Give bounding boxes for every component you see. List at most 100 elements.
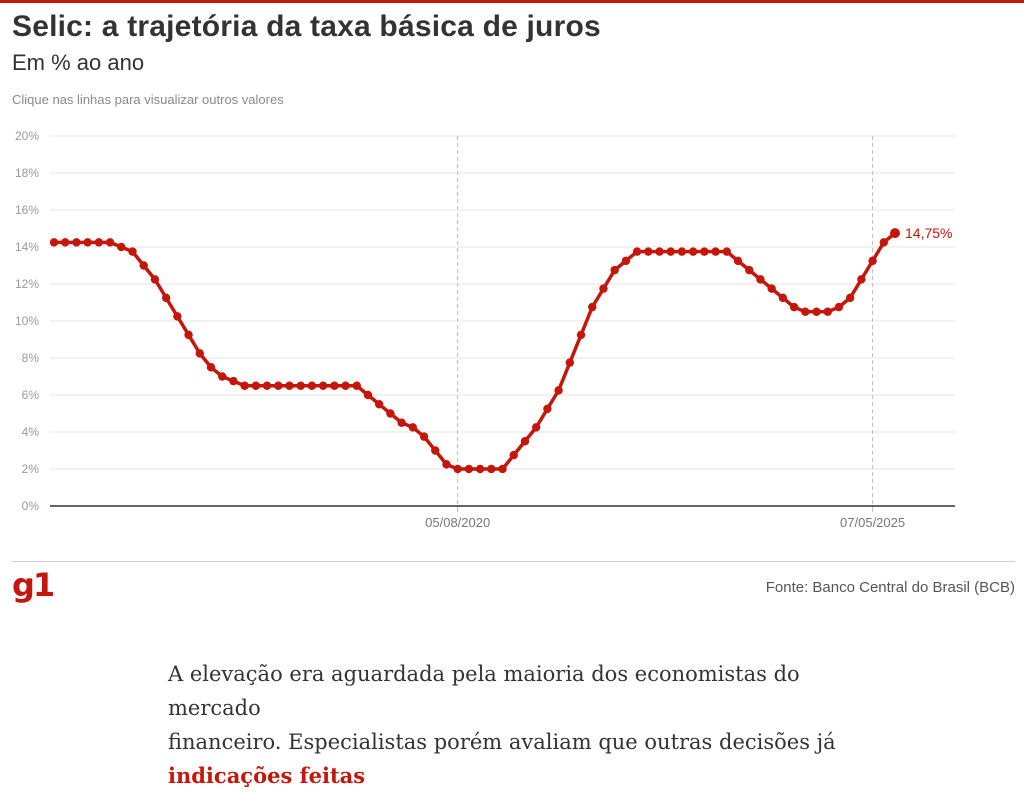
data-point[interactable] xyxy=(554,386,563,395)
data-point[interactable] xyxy=(464,464,474,474)
chart-title: Selic: a trajetória da taxa básica de ju… xyxy=(12,10,601,43)
data-point[interactable] xyxy=(341,381,350,390)
source-credit: Fonte: Banco Central do Brasil (BCB) xyxy=(765,579,1015,596)
data-point[interactable] xyxy=(161,293,171,303)
data-point[interactable] xyxy=(206,363,216,372)
data-point[interactable] xyxy=(588,302,597,312)
data-point[interactable] xyxy=(251,381,261,390)
y-tick-label: 0% xyxy=(22,499,40,513)
data-point[interactable] xyxy=(274,381,283,390)
data-point[interactable] xyxy=(576,330,586,340)
data-point[interactable] xyxy=(487,464,496,474)
series-line-selic xyxy=(52,231,897,471)
data-point[interactable] xyxy=(666,247,675,256)
y-tick-label: 10% xyxy=(15,314,39,328)
data-point[interactable] xyxy=(139,261,148,270)
data-point[interactable] xyxy=(431,446,440,455)
data-point[interactable] xyxy=(621,256,631,266)
y-tick-label: 8% xyxy=(22,351,40,365)
data-point[interactable] xyxy=(845,293,855,303)
data-point[interactable] xyxy=(397,418,406,427)
data-point[interactable] xyxy=(879,238,888,247)
data-point[interactable] xyxy=(599,284,608,293)
data-point[interactable] xyxy=(565,358,575,367)
data-point[interactable] xyxy=(644,247,653,256)
data-point[interactable] xyxy=(868,256,877,266)
data-point[interactable] xyxy=(408,423,418,432)
data-point[interactable] xyxy=(767,284,776,293)
data-point[interactable] xyxy=(823,307,832,316)
data-point[interactable] xyxy=(352,381,361,390)
data-point[interactable] xyxy=(330,381,339,390)
data-point[interactable] xyxy=(386,409,395,418)
data-point[interactable] xyxy=(150,275,160,284)
data-point[interactable] xyxy=(543,404,552,414)
data-point[interactable] xyxy=(453,464,462,474)
data-point[interactable] xyxy=(218,372,227,381)
article-line-2: financeiro. Especialistas porém avaliam … xyxy=(168,730,836,754)
data-point[interactable] xyxy=(655,247,664,256)
data-point[interactable] xyxy=(801,307,810,316)
y-tick-label: 12% xyxy=(15,277,39,291)
y-tick-label: 18% xyxy=(15,166,39,180)
data-point[interactable] xyxy=(262,381,272,390)
data-point[interactable] xyxy=(812,307,821,316)
article-link[interactable]: indicações feitas xyxy=(168,763,366,788)
data-point[interactable] xyxy=(83,238,92,247)
y-tick-label: 16% xyxy=(15,203,39,217)
data-point[interactable] xyxy=(72,238,81,247)
data-point[interactable] xyxy=(318,381,328,390)
g1-logo[interactable]: g1 xyxy=(12,566,55,604)
data-point[interactable] xyxy=(531,423,541,432)
data-point[interactable] xyxy=(722,247,731,256)
data-point[interactable] xyxy=(128,247,137,256)
x-tick-label: 05/08/2020 xyxy=(425,515,490,530)
data-point[interactable] xyxy=(756,275,765,284)
data-point[interactable] xyxy=(442,460,451,469)
article-line-1: A elevação era aguardada pela maioria do… xyxy=(168,662,800,720)
data-point[interactable] xyxy=(374,400,384,409)
article-paragraph: A elevação era aguardada pela maioria do… xyxy=(168,657,888,793)
data-point[interactable] xyxy=(105,238,115,247)
y-tick-label: 2% xyxy=(22,462,40,476)
data-point[interactable] xyxy=(745,265,754,275)
data-point[interactable] xyxy=(61,238,70,247)
data-point[interactable] xyxy=(475,464,485,474)
data-point[interactable] xyxy=(834,302,844,312)
y-tick-label: 20% xyxy=(15,129,39,143)
last-value-label: 14,75% xyxy=(905,225,952,241)
chart-hint: Clique nas linhas para visualizar outros… xyxy=(12,92,284,107)
data-point[interactable] xyxy=(520,437,530,446)
data-point[interactable] xyxy=(688,247,698,256)
data-point[interactable] xyxy=(49,238,59,247)
data-point[interactable] xyxy=(632,247,642,256)
data-point[interactable] xyxy=(778,293,788,303)
data-point[interactable] xyxy=(711,247,720,256)
data-point[interactable] xyxy=(307,381,317,390)
data-point[interactable] xyxy=(677,247,687,256)
data-point[interactable] xyxy=(173,312,182,321)
data-point[interactable] xyxy=(610,265,619,275)
data-point[interactable] xyxy=(117,242,126,252)
data-point[interactable] xyxy=(94,238,104,247)
data-point[interactable] xyxy=(700,247,709,256)
data-point[interactable] xyxy=(240,381,249,390)
data-point[interactable] xyxy=(733,256,743,266)
y-tick-label: 4% xyxy=(22,425,40,439)
data-point[interactable] xyxy=(509,450,518,460)
data-point[interactable] xyxy=(184,330,193,340)
data-point[interactable] xyxy=(789,302,799,312)
data-point[interactable] xyxy=(890,228,900,239)
x-tick-label: 07/05/2025 xyxy=(840,515,905,530)
selic-line-chart[interactable]: 0% 2% 4% 6% 8% 10% 12% 14% 16% 18% 20% 05/08/2020 07… xyxy=(0,120,1024,540)
data-point[interactable] xyxy=(363,390,373,400)
data-point[interactable] xyxy=(285,381,294,390)
data-point[interactable] xyxy=(857,275,866,284)
data-point[interactable] xyxy=(229,376,238,386)
data-point[interactable] xyxy=(195,349,204,358)
data-point[interactable] xyxy=(296,381,305,390)
top-accent-rule xyxy=(0,0,1024,3)
data-point[interactable] xyxy=(419,432,429,441)
footer-divider xyxy=(12,561,1015,562)
data-point[interactable] xyxy=(498,464,507,474)
